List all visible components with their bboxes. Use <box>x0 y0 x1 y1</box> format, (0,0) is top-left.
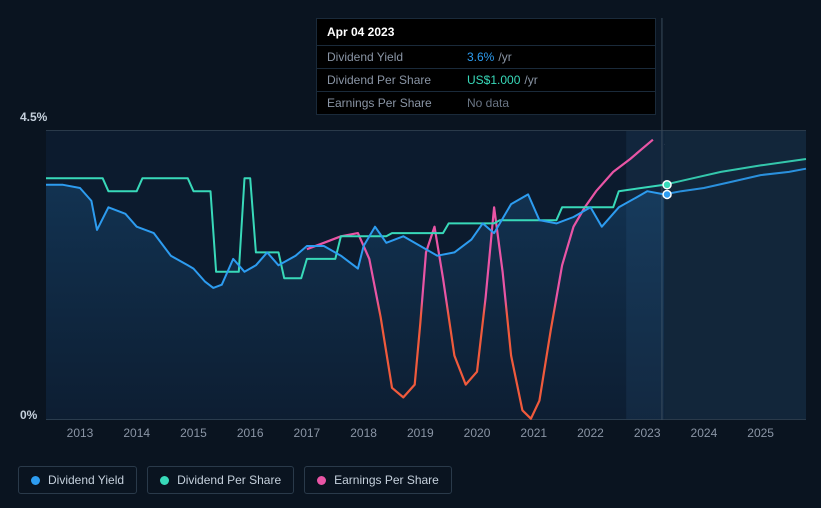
x-tick: 2017 <box>294 426 321 440</box>
chart-svg <box>46 130 806 420</box>
legend-dot <box>160 476 169 485</box>
x-tick: 2016 <box>237 426 264 440</box>
tooltip-row-value: US$1.000 <box>467 73 520 87</box>
tooltip-row-label: Dividend Yield <box>327 50 467 64</box>
x-tick: 2022 <box>577 426 604 440</box>
legend-item[interactable]: Earnings Per Share <box>304 466 452 494</box>
x-tick: 2025 <box>747 426 774 440</box>
legend-label: Earnings Per Share <box>334 473 439 487</box>
legend-dot <box>31 476 40 485</box>
x-tick: 2014 <box>123 426 150 440</box>
tooltip-date: Apr 04 2023 <box>317 19 655 46</box>
legend-item[interactable]: Dividend Yield <box>18 466 137 494</box>
x-tick: 2024 <box>691 426 718 440</box>
chart-area[interactable] <box>46 130 806 420</box>
x-tick: 2013 <box>67 426 94 440</box>
legend-label: Dividend Per Share <box>177 473 281 487</box>
legend-label: Dividend Yield <box>48 473 124 487</box>
tooltip-row-label: Earnings Per Share <box>327 96 467 110</box>
tooltip-row: Dividend Per ShareUS$1.000/yr <box>317 69 655 92</box>
tooltip-row-label: Dividend Per Share <box>327 73 467 87</box>
x-tick: 2018 <box>350 426 377 440</box>
x-tick: 2019 <box>407 426 434 440</box>
tooltip-row: Earnings Per ShareNo data <box>317 92 655 114</box>
legend-item[interactable]: Dividend Per Share <box>147 466 294 494</box>
x-tick: 2021 <box>520 426 547 440</box>
tooltip-row: Dividend Yield3.6% /yr <box>317 46 655 69</box>
tooltip-row-unit: /yr <box>498 50 511 64</box>
x-tick: 2015 <box>180 426 207 440</box>
tooltip-row-unit: /yr <box>524 73 537 87</box>
y-axis-min: 0% <box>20 408 37 422</box>
x-tick: 2020 <box>464 426 491 440</box>
legend: Dividend Yield Dividend Per Share Earnings… <box>18 466 452 494</box>
y-axis-max: 4.5% <box>20 110 47 124</box>
tooltip-row-value: 3.6% <box>467 50 494 64</box>
tooltip-row-nodata: No data <box>467 96 509 110</box>
tooltip-panel: Apr 04 2023 Dividend Yield3.6%/yrDividen… <box>316 18 656 115</box>
legend-dot <box>317 476 326 485</box>
x-tick: 2023 <box>634 426 661 440</box>
